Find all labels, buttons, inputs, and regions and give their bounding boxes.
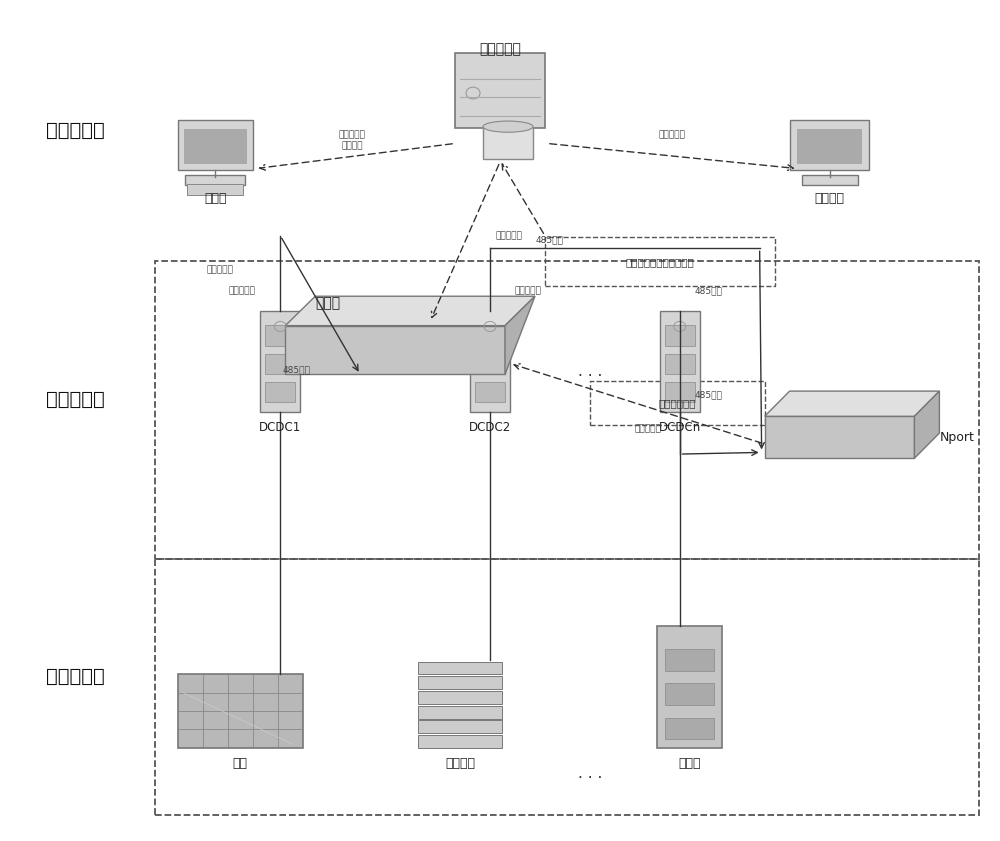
- Bar: [187, 183, 243, 195]
- Bar: [545, 237, 775, 286]
- Bar: [418, 691, 502, 704]
- Text: 显示终端: 显示终端: [815, 193, 845, 205]
- Text: 以太网通讯: 以太网通讯: [515, 286, 542, 295]
- Bar: [777, 426, 792, 450]
- Text: 铅酸电池: 铅酸电池: [445, 757, 475, 770]
- Bar: [155, 559, 979, 815]
- Bar: [155, 261, 979, 559]
- Text: 以太网通讯: 以太网通讯: [634, 425, 661, 433]
- Bar: [418, 706, 502, 718]
- Bar: [418, 662, 502, 674]
- Bar: [475, 325, 505, 346]
- Text: 485通讯: 485通讯: [282, 366, 310, 374]
- Bar: [590, 381, 765, 425]
- Bar: [660, 311, 700, 412]
- Bar: [802, 175, 858, 185]
- Polygon shape: [505, 296, 535, 374]
- Text: 以太网通讯: 以太网通讯: [339, 130, 366, 140]
- Bar: [184, 130, 247, 165]
- Text: 现场设备层: 现场设备层: [46, 667, 105, 686]
- Bar: [400, 342, 418, 364]
- Text: DCDC2: DCDC2: [469, 420, 511, 434]
- Text: 以太网通讯: 以太网通讯: [658, 130, 685, 140]
- Polygon shape: [914, 391, 939, 458]
- Text: 485通讯: 485通讯: [695, 286, 723, 295]
- Ellipse shape: [483, 121, 533, 132]
- Bar: [483, 127, 533, 159]
- Bar: [418, 735, 502, 748]
- Bar: [665, 325, 695, 346]
- Text: 网络通讯层: 网络通讯层: [46, 390, 105, 409]
- Bar: [802, 426, 817, 450]
- Text: 以太网通讯: 以太网通讯: [207, 265, 234, 274]
- Bar: [370, 342, 388, 364]
- Bar: [665, 354, 695, 373]
- Bar: [797, 130, 862, 165]
- Bar: [657, 627, 722, 748]
- Text: 充电桩: 充电桩: [678, 757, 701, 770]
- Text: . . .: . . .: [578, 364, 602, 379]
- Bar: [260, 311, 300, 412]
- Bar: [665, 717, 714, 739]
- Text: 系统控制: 系统控制: [341, 141, 363, 151]
- Bar: [265, 354, 295, 373]
- Text: 485通讯: 485通讯: [536, 235, 564, 245]
- Text: 主机服务器: 主机服务器: [479, 42, 521, 56]
- Polygon shape: [285, 296, 535, 325]
- Bar: [185, 175, 245, 185]
- Bar: [340, 342, 358, 364]
- Bar: [178, 120, 253, 170]
- Bar: [665, 684, 714, 706]
- Text: 数据打包上传: 数据打包上传: [659, 398, 696, 408]
- Bar: [876, 426, 891, 450]
- Text: 以太网通讯: 以太网通讯: [495, 231, 522, 241]
- Bar: [665, 649, 714, 671]
- Bar: [418, 721, 502, 733]
- Bar: [790, 120, 869, 170]
- Polygon shape: [765, 391, 939, 416]
- Text: 交换机: 交换机: [315, 296, 340, 310]
- Bar: [310, 342, 328, 364]
- Bar: [475, 382, 505, 402]
- Text: 工作站: 工作站: [204, 193, 227, 205]
- Bar: [665, 382, 695, 402]
- Bar: [178, 674, 303, 748]
- Text: 以太网通讯: 以太网通讯: [228, 286, 255, 295]
- Text: Nport: Nport: [939, 431, 974, 444]
- Text: 光伏: 光伏: [233, 757, 248, 770]
- Bar: [430, 342, 448, 364]
- Bar: [460, 342, 478, 364]
- Bar: [418, 676, 502, 689]
- Text: DCDCn: DCDCn: [659, 420, 701, 434]
- Bar: [852, 426, 866, 450]
- Text: DCDC1: DCDC1: [259, 420, 301, 434]
- Text: 485通讯: 485通讯: [695, 391, 723, 399]
- Bar: [470, 311, 510, 412]
- Bar: [827, 426, 842, 450]
- Bar: [265, 382, 295, 402]
- Polygon shape: [765, 416, 914, 458]
- Polygon shape: [285, 325, 505, 374]
- Text: 协议转换、数据打包上传: 协议转换、数据打包上传: [625, 257, 694, 267]
- Text: . . .: . . .: [578, 765, 602, 780]
- Bar: [475, 354, 505, 373]
- Text: 站控管理层: 站控管理层: [46, 121, 105, 140]
- Bar: [265, 325, 295, 346]
- Bar: [455, 53, 545, 129]
